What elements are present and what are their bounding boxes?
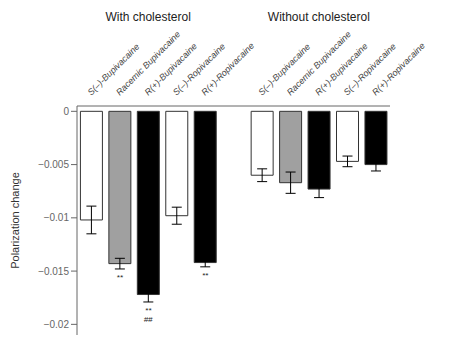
html-text:With cholesterol: With cholesterol <box>105 10 191 24</box>
svg-text:−0.01: −0.01 <box>44 212 70 223</box>
svg-text:R(+)-Ropivacaine: R(+)-Ropivacaine <box>370 41 427 98</box>
html-text:Without cholesterol: Without cholesterol <box>267 10 370 24</box>
svg-text:S(–)-Ropivacaine: S(–)-Ropivacaine <box>342 41 398 97</box>
svg-text:**##: **## <box>144 306 153 324</box>
svg-text:S(–)-Ropivacaine: S(–)-Ropivacaine <box>171 41 227 97</box>
svg-text:R(+)-Ropivacaine: R(+)-Ropivacaine <box>199 41 256 98</box>
svg-text:−0.02: −0.02 <box>44 319 70 330</box>
svg-text:S(–)-Bupivacaine: S(–)-Bupivacaine <box>256 42 312 98</box>
svg-text:**: ** <box>117 273 124 282</box>
svg-text:Racemic Bupivacaine: Racemic Bupivacaine <box>284 29 353 98</box>
svg-text:R(+)-Bupivacaine: R(+)-Bupivacaine <box>313 41 369 97</box>
svg-text:Polarization change: Polarization change <box>9 172 21 269</box>
svg-text:−0.015: −0.015 <box>38 266 69 277</box>
svg-text:S(–)-Bupivacaine: S(–)-Bupivacaine <box>86 42 142 98</box>
svg-text:0: 0 <box>63 106 69 117</box>
svg-text:**: ** <box>202 271 209 280</box>
svg-text:−0.005: −0.005 <box>38 159 69 170</box>
svg-text:Racemic Bupivacaine: Racemic Bupivacaine <box>114 29 183 98</box>
svg-text:R(+)-Bupivacaine: R(+)-Bupivacaine <box>142 41 198 97</box>
